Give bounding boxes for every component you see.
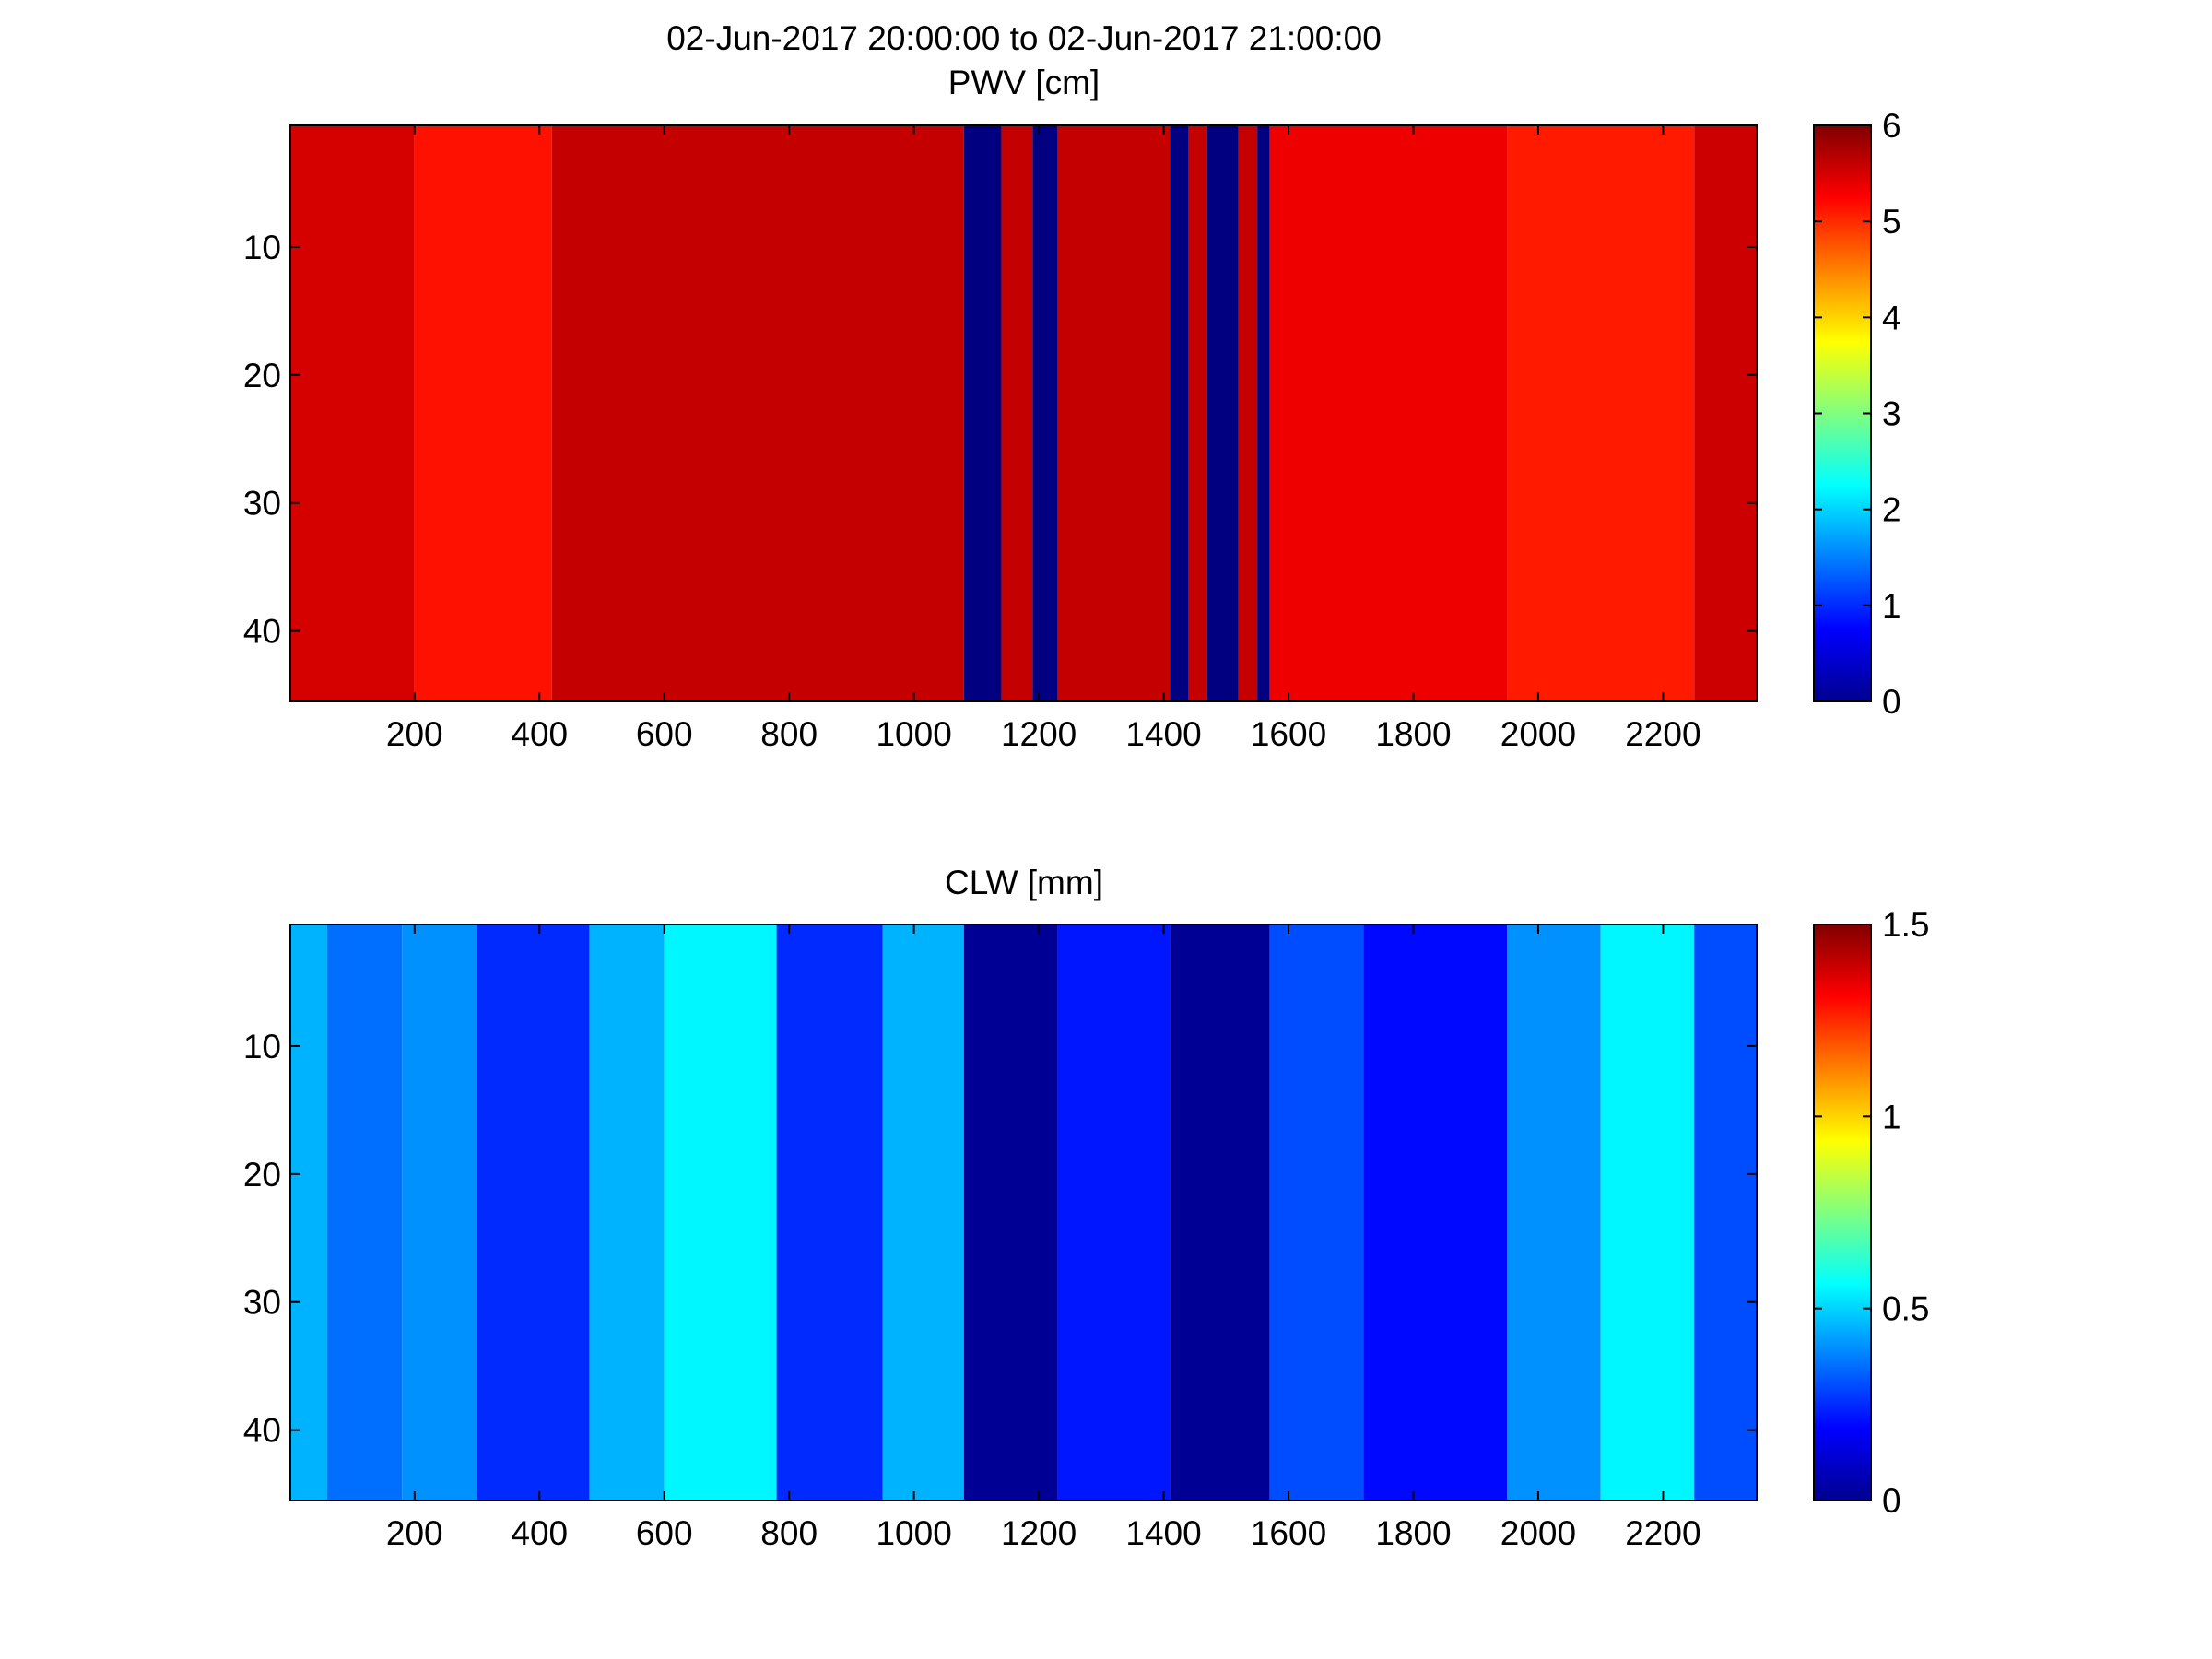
heatmap-cell [1257,125,1270,701]
pwv-colorbar-ticks: 0 1 2 3 4 5 6 [1814,107,1901,721]
x-tick-label: 2000 [1500,715,1576,753]
pwv-heatmap [290,125,1757,701]
x-tick-label: 600 [636,1514,693,1552]
heatmap-cell [1238,125,1258,701]
heatmap-cell [477,924,590,1500]
clw-colorbar [1813,924,1872,1501]
x-tick-label: 1000 [876,715,951,753]
x-tick-label: 1400 [1125,715,1201,753]
colorbar-tick-label: 0.5 [1882,1290,1929,1328]
x-tick-label: 800 [760,715,818,753]
heatmap-cell [1363,924,1508,1500]
clw-plot-frame [289,924,1758,1501]
colorbar-tick-label: 0 [1882,683,1901,721]
x-tick-label: 2200 [1625,1514,1700,1552]
x-tick-label: 1200 [1001,1514,1077,1552]
heatmap-cell [776,924,883,1500]
y-tick-label: 20 [243,1156,281,1194]
x-tick-label: 2200 [1625,715,1700,753]
y-tick-label: 20 [243,357,281,394]
pwv-axes: 200 400 600 800 1000 1200 1400 1600 1800 2000 2200… [243,125,1757,753]
heatmap-cell [1269,924,1364,1500]
x-tick-label: 800 [760,1514,818,1552]
heatmap-cell [1694,125,1757,701]
heatmap-cell [551,125,964,701]
heatmap-cell [1057,125,1171,701]
colorbar-tick-label: 6 [1882,107,1901,145]
x-tick-label: 1200 [1001,715,1077,753]
y-tick-label: 10 [243,1028,281,1065]
figure-title: 02-Jun-2017 20:00:00 to 02-Jun-2017 21:0… [666,19,1382,57]
x-tick-label: 600 [636,715,693,753]
heatmap-cell [326,924,403,1500]
y-tick-label: 40 [243,1412,281,1450]
heatmap-cell [1170,924,1270,1500]
heatmap-cell [1600,924,1695,1500]
x-tick-label: 1400 [1125,1514,1201,1552]
heatmap-cell [290,924,327,1500]
pwv-plot-frame [289,124,1758,702]
x-tick-label: 1600 [1251,1514,1326,1552]
colorbar-tick-label: 5 [1882,203,1901,241]
x-tick-label: 1600 [1251,715,1326,753]
heatmap-cell [1001,125,1033,701]
heatmap-cell [1206,125,1239,701]
heatmap-cell [664,924,777,1500]
colorbar-tick-label: 2 [1882,491,1901,529]
heatmap-cell [1507,125,1695,701]
x-tick-label: 1000 [876,1514,951,1552]
colorbar-tick-label: 1 [1882,1098,1901,1135]
heatmap-cell [290,125,415,701]
heatmap-cell [1057,924,1171,1500]
x-tick-label: 200 [386,1514,443,1552]
colorbar-tick-label: 1.5 [1882,906,1929,944]
y-tick-label: 10 [243,229,281,266]
heatmap-cell [1694,924,1757,1500]
x-tick-label: 200 [386,715,443,753]
clw-title: CLW [mm] [945,864,1103,901]
y-tick-label: 30 [243,485,281,523]
pwv-panel: PWV [cm] 200 400 600 800 1000 1200 1400 1600 180… [243,64,1901,753]
y-tick-label: 30 [243,1284,281,1322]
clw-heatmap [290,924,1757,1500]
heatmap-cell [1269,125,1508,701]
x-tick-label: 1800 [1375,1514,1451,1552]
heatmap-cell [963,125,1002,701]
clw-colorbar-ticks: 0 0.5 1 1.5 [1814,906,1929,1520]
colorbar-tick-label: 4 [1882,299,1901,336]
heatmap-cell [589,924,665,1500]
x-tick-label: 1800 [1375,715,1451,753]
heatmap-cell [1032,125,1058,701]
x-tick-label: 400 [511,1514,568,1552]
x-tick-label: 400 [511,715,568,753]
clw-panel: CLW [mm] 200 400 600 800 1000 1200 1400 1600 180… [243,864,1930,1552]
heatmap-cell [414,125,552,701]
colorbar-tick-label: 0 [1882,1482,1901,1520]
heatmap-cell [1188,125,1207,701]
pwv-colorbar [1813,124,1872,702]
colorbar-tick-label: 3 [1882,395,1901,433]
pwv-title: PWV [cm] [948,64,1100,101]
heatmap-cell [402,924,477,1500]
heatmap-cell [882,924,964,1500]
x-tick-label: 2000 [1500,1514,1576,1552]
clw-axes: 200 400 600 800 1000 1200 1400 1600 1800 2000 2200… [243,924,1757,1552]
heatmap-cell [1170,125,1189,701]
y-tick-label: 40 [243,613,281,651]
heatmap-cell [1507,924,1601,1500]
heatmap-cell [963,924,1058,1500]
colorbar-tick-label: 1 [1882,587,1901,625]
